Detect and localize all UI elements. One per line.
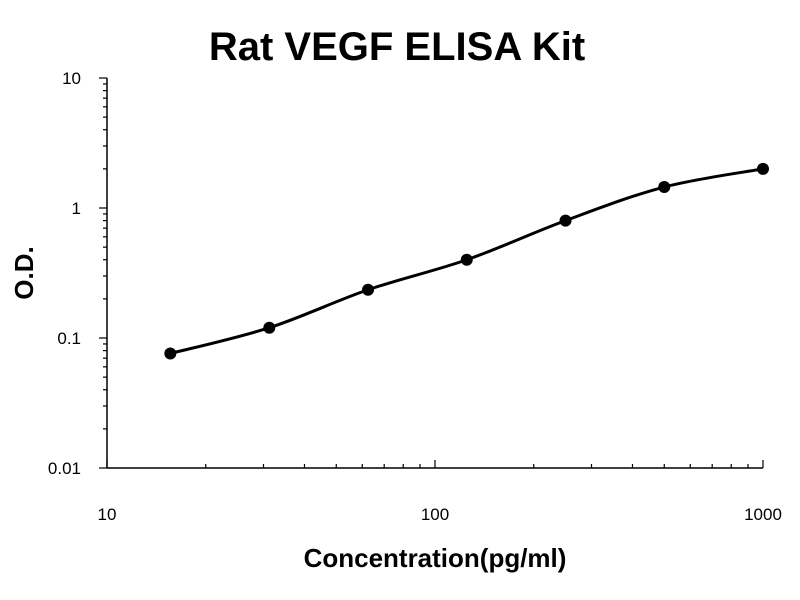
x-tick-label: 10: [98, 505, 117, 524]
y-tick-label: 1: [72, 199, 81, 218]
chart-title: Rat VEGF ELISA Kit: [209, 25, 585, 69]
y-axis-label: O.D.: [9, 246, 39, 299]
data-point: [263, 321, 276, 334]
x-axis-label: Concentration(pg/ml): [304, 543, 567, 573]
data-point: [757, 162, 769, 175]
y-tick-label: 10: [62, 69, 81, 88]
data-point: [164, 347, 177, 360]
ticks: [99, 77, 764, 469]
x-tick-label: 1000: [744, 505, 782, 524]
data-point: [460, 253, 473, 266]
tick-labels: 0.01 0.1 1 10 10 100 1000: [48, 69, 782, 524]
x-tick-label: 100: [421, 505, 449, 524]
y-tick-label: 0.1: [57, 329, 81, 348]
data-points: [164, 162, 769, 360]
data-point: [658, 181, 671, 194]
data-point: [559, 214, 572, 227]
y-tick-label: 0.01: [48, 459, 81, 478]
data-point: [362, 283, 375, 296]
